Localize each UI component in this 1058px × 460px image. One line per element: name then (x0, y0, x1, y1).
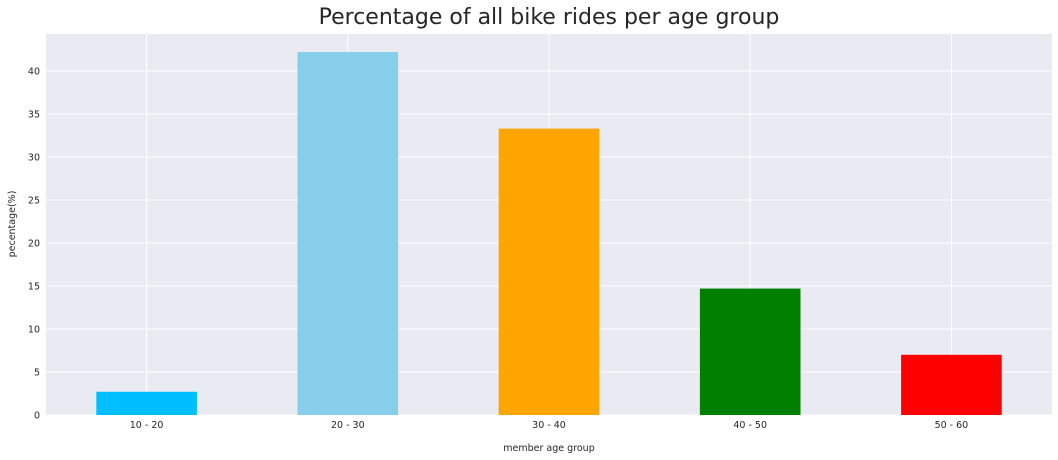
bar-20-30 (297, 52, 399, 416)
y-tick-label: 25 (28, 195, 40, 206)
x-axis-label: member age group (503, 443, 594, 454)
x-tick-label: 50 - 60 (935, 420, 969, 431)
bar-50-60 (901, 354, 1002, 415)
y-tick-labels: 0 5 10 15 20 25 30 35 40 (28, 66, 40, 421)
y-tick-label: 35 (28, 109, 40, 120)
y-tick-label: 30 (28, 152, 40, 163)
x-tick-label: 40 - 50 (733, 420, 767, 431)
x-tick-label: 10 - 20 (130, 420, 164, 431)
x-tick-labels: 10 - 20 20 - 30 30 - 40 40 - 50 50 - 60 (130, 420, 968, 431)
chart-title: Percentage of all bike rides per age gro… (319, 5, 780, 30)
y-tick-label: 10 (28, 324, 40, 335)
y-tick-label: 15 (28, 281, 40, 292)
bar-10-20 (96, 391, 197, 415)
y-tick-label: 40 (28, 66, 40, 77)
y-tick-label: 0 (34, 411, 40, 422)
x-tick-label: 20 - 30 (331, 420, 365, 431)
x-tick-label: 30 - 40 (532, 420, 566, 431)
bar-40-50 (699, 288, 801, 415)
y-tick-label: 5 (34, 367, 40, 378)
bar-30-40 (498, 128, 600, 415)
bars (96, 52, 1002, 416)
y-tick-label: 20 (28, 238, 40, 249)
y-axis-label: pecentage(%) (7, 191, 18, 258)
